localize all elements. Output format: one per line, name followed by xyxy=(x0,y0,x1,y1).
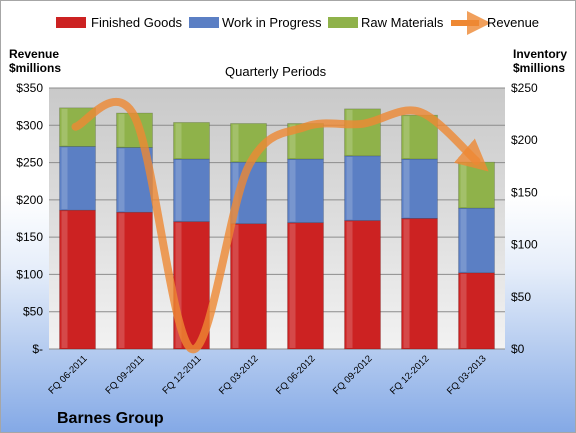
company-name: Barnes Group xyxy=(57,410,164,427)
bar-highlight xyxy=(61,147,68,210)
legend-swatch-work-in-progress xyxy=(189,17,219,28)
right-axis-title-line2: $millions xyxy=(513,61,565,75)
right-tick-label: $200 xyxy=(511,133,538,147)
bar-finished-goods xyxy=(287,222,324,350)
left-axis-title-line2: $millions xyxy=(9,61,61,75)
legend-label-finished-goods: Finished Goods xyxy=(91,15,183,30)
category-label: FQ 09-2011 xyxy=(103,353,146,396)
bar-work-in-progress xyxy=(59,146,96,211)
right-tick-label: $150 xyxy=(511,185,538,199)
bar-finished-goods xyxy=(230,223,267,350)
right-tick-label: $100 xyxy=(511,238,538,252)
category-label: FQ 12-2012 xyxy=(388,353,432,397)
bar-highlight xyxy=(61,108,68,146)
bar-highlight xyxy=(346,156,353,220)
bar-work-in-progress xyxy=(173,158,210,222)
left-axis-ticks: $- $50 $100 $150 $200 $250 $300 $350 xyxy=(16,81,43,356)
bar-finished-goods xyxy=(116,211,153,350)
bar-highlight xyxy=(346,109,353,155)
left-tick-label: $100 xyxy=(16,267,43,281)
bar-highlight xyxy=(460,273,467,348)
bar-highlight xyxy=(118,114,125,147)
category-label: FQ 06-2011 xyxy=(46,353,89,396)
bar-finished-goods xyxy=(59,209,96,350)
right-axis-ticks: $0 $50 $100 $150 $200 $250 xyxy=(511,81,538,356)
bar-highlight xyxy=(460,209,467,272)
right-tick-label: $250 xyxy=(511,81,538,95)
legend-swatch-finished-goods xyxy=(56,17,86,28)
left-tick-label: $- xyxy=(32,342,43,356)
legend-swatch-raw-materials xyxy=(328,17,358,28)
bar-finished-goods xyxy=(458,272,495,350)
bar-highlight xyxy=(232,124,239,162)
category-label: FQ 03-2013 xyxy=(445,353,489,397)
category-label: FQ 03-2012 xyxy=(217,353,261,397)
left-tick-label: $150 xyxy=(16,230,43,244)
legend-label-raw-materials: Raw Materials xyxy=(361,15,444,30)
left-tick-label: $350 xyxy=(16,81,43,95)
bar-highlight xyxy=(346,221,353,348)
category-label: FQ 06-2012 xyxy=(274,353,318,397)
bar-finished-goods xyxy=(401,218,438,350)
bar-highlight xyxy=(175,159,182,221)
left-tick-label: $200 xyxy=(16,193,43,207)
bar-highlight xyxy=(175,123,182,158)
category-label: FQ 12-2011 xyxy=(160,353,203,396)
bar-highlight xyxy=(232,224,239,348)
bar-highlight xyxy=(118,148,125,212)
bar-highlight xyxy=(175,222,182,348)
bar-highlight xyxy=(460,163,467,208)
left-axis-title-line1: Revenue xyxy=(9,47,59,61)
right-tick-label: $50 xyxy=(511,290,531,304)
bar-highlight xyxy=(403,159,410,218)
bar-work-in-progress xyxy=(287,158,324,223)
category-label: FQ 09-2012 xyxy=(331,353,375,397)
chart-title: Quarterly Periods xyxy=(225,64,327,79)
bar-highlight xyxy=(61,211,68,348)
bar-work-in-progress xyxy=(458,207,495,274)
bar-highlight xyxy=(289,223,296,348)
bar-raw-materials xyxy=(173,122,210,160)
legend-label-revenue: Revenue xyxy=(487,15,539,30)
bar-highlight xyxy=(403,116,410,158)
revenue-line-path xyxy=(71,97,489,353)
revenue-line xyxy=(71,97,489,353)
bar-highlight xyxy=(403,219,410,348)
bar-highlight xyxy=(289,159,296,222)
category-labels: FQ 06-2011 FQ 09-2011 FQ 12-2011 FQ 03-2012… xyxy=(46,353,488,397)
legend-label-work-in-progress: Work in Progress xyxy=(222,15,322,30)
bar-highlight xyxy=(118,213,125,348)
left-tick-label: $250 xyxy=(16,156,43,170)
left-tick-label: $300 xyxy=(16,118,43,132)
right-tick-label: $0 xyxy=(511,342,525,356)
right-axis-title-line1: Inventory xyxy=(513,47,567,61)
legend: Finished Goods Work in Progress Raw Mate… xyxy=(56,11,539,35)
bar-work-in-progress xyxy=(344,155,381,221)
left-tick-label: $50 xyxy=(23,305,43,319)
bar-finished-goods xyxy=(344,220,381,350)
bar-highlight xyxy=(289,124,296,158)
